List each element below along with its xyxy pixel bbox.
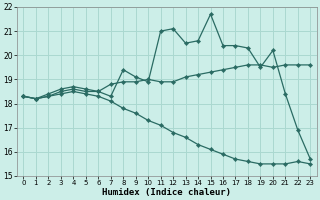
X-axis label: Humidex (Indice chaleur): Humidex (Indice chaleur) <box>102 188 231 197</box>
